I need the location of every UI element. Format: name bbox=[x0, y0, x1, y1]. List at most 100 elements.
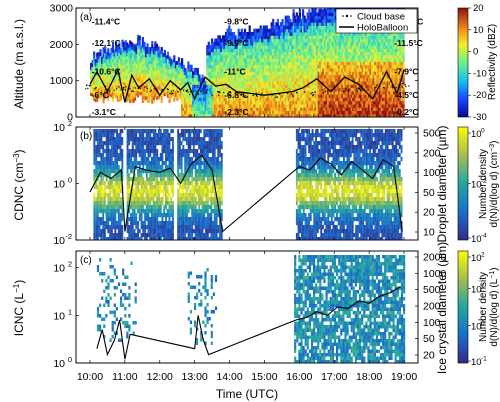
reflectivity-cell bbox=[328, 41, 331, 46]
reflectivity-cell bbox=[135, 43, 138, 48]
reflectivity-cell bbox=[132, 43, 135, 48]
reflectivity-cell bbox=[184, 77, 187, 82]
reflectivity-cell bbox=[319, 97, 322, 102]
reflectivity-cell bbox=[214, 87, 217, 92]
reflectivity-cell bbox=[124, 76, 127, 81]
reflectivity-cell bbox=[265, 35, 268, 40]
reflectivity-cell bbox=[272, 103, 275, 108]
reflectivity-cell bbox=[303, 90, 306, 95]
reflectivity-cell bbox=[278, 58, 281, 62]
reflectivity-cell bbox=[325, 107, 328, 111]
reflectivity-cell bbox=[137, 44, 140, 49]
reflectivity-cell bbox=[281, 45, 284, 49]
reflectivity-cell bbox=[240, 100, 243, 105]
reflectivity-cell bbox=[380, 100, 383, 105]
reflectivity-cell bbox=[364, 87, 367, 92]
reflectivity-cell bbox=[278, 71, 281, 75]
reflectivity-cell bbox=[303, 113, 306, 117]
reflectivity-cell bbox=[270, 41, 273, 46]
reflectivity-cell bbox=[104, 69, 107, 73]
reflectivity-cell bbox=[308, 35, 311, 40]
reflectivity-cell bbox=[391, 41, 394, 46]
reflectivity-cell bbox=[313, 100, 316, 105]
reflectivity-cell bbox=[124, 73, 127, 77]
reflectivity-cell bbox=[152, 92, 155, 97]
reflectivity-cell bbox=[303, 94, 306, 98]
reflectivity-cell bbox=[265, 67, 268, 72]
reflectivity-cell bbox=[133, 90, 137, 95]
reflectivity-cell bbox=[196, 81, 199, 85]
reflectivity-cell bbox=[97, 84, 100, 89]
reflectivity-cell bbox=[278, 84, 281, 89]
reflectivity-cell bbox=[309, 58, 312, 62]
reflectivity-cell bbox=[218, 94, 221, 98]
reflectivity-cell bbox=[182, 103, 185, 108]
reflectivity-cell bbox=[286, 15, 289, 20]
reflectivity-cell bbox=[347, 71, 350, 75]
reflectivity-cell bbox=[239, 81, 242, 85]
reflectivity-cell bbox=[245, 74, 248, 79]
reflectivity-cell bbox=[322, 12, 325, 17]
reflectivity-cell bbox=[324, 87, 327, 92]
reflectivity-cell bbox=[270, 48, 273, 53]
reflectivity-cell bbox=[322, 9, 325, 13]
reflectivity-cell bbox=[391, 97, 394, 102]
reflectivity-cell bbox=[270, 77, 273, 82]
reflectivity-cell bbox=[229, 113, 232, 117]
reflectivity-cell bbox=[157, 46, 160, 51]
reflectivity-cell bbox=[245, 41, 248, 46]
reflectivity-cell bbox=[400, 84, 404, 89]
reflectivity-cell bbox=[320, 97, 323, 102]
reflectivity-cell bbox=[258, 81, 261, 85]
reflectivity-cell bbox=[104, 88, 107, 93]
reflectivity-cell bbox=[237, 48, 240, 53]
reflectivity-cell bbox=[231, 97, 234, 102]
reflectivity-cell bbox=[397, 100, 400, 105]
reflectivity-cell bbox=[232, 77, 236, 82]
reflectivity-cell bbox=[297, 97, 300, 102]
reflectivity-cell bbox=[115, 61, 118, 66]
reflectivity-cell bbox=[203, 110, 206, 115]
reflectivity-cell bbox=[261, 77, 264, 82]
reflectivity-cell bbox=[130, 71, 133, 76]
reflectivity-cell bbox=[140, 58, 143, 63]
reflectivity-cell bbox=[378, 113, 382, 117]
reflectivity-cell bbox=[262, 58, 265, 62]
reflectivity-cell bbox=[377, 67, 380, 72]
reflectivity-cell bbox=[242, 113, 245, 117]
reflectivity-cell bbox=[378, 94, 382, 98]
reflectivity-cell bbox=[380, 32, 383, 36]
reflectivity-cell bbox=[286, 32, 289, 36]
reflectivity-cell bbox=[218, 100, 221, 105]
reflectivity-cell bbox=[402, 97, 405, 102]
reflectivity-cell bbox=[378, 38, 382, 43]
reflectivity-cell bbox=[402, 32, 405, 36]
reflectivity-cell bbox=[295, 110, 298, 115]
reflectivity-cell bbox=[258, 41, 261, 46]
reflectivity-cell bbox=[185, 90, 188, 95]
reflectivity-cell bbox=[204, 113, 207, 117]
reflectivity-cell bbox=[225, 71, 228, 75]
reflectivity-cell bbox=[364, 64, 367, 69]
reflectivity-cell bbox=[243, 64, 247, 69]
reflectivity-cell bbox=[306, 94, 309, 98]
reflectivity-cell bbox=[295, 113, 298, 117]
reflectivity-cell bbox=[119, 96, 122, 101]
reflectivity-cell bbox=[220, 94, 223, 98]
reflectivity-cell bbox=[291, 28, 294, 33]
reflectivity-cell bbox=[247, 87, 250, 92]
reflectivity-cell bbox=[397, 54, 400, 59]
reflectivity-cell bbox=[309, 77, 312, 82]
reflectivity-cell bbox=[291, 25, 294, 30]
reflectivity-cell bbox=[314, 103, 317, 108]
reflectivity-cell bbox=[309, 84, 312, 89]
reflectivity-cell bbox=[353, 45, 356, 49]
reflectivity-cell bbox=[280, 94, 283, 98]
reflectivity-cell bbox=[121, 49, 124, 54]
reflectivity-cell bbox=[223, 100, 226, 105]
reflectivity-cell bbox=[121, 56, 124, 60]
reflectivity-cell bbox=[105, 91, 108, 96]
reflectivity-cell bbox=[143, 97, 146, 102]
reflectivity-cell bbox=[124, 79, 127, 84]
reflectivity-cell bbox=[141, 73, 144, 77]
